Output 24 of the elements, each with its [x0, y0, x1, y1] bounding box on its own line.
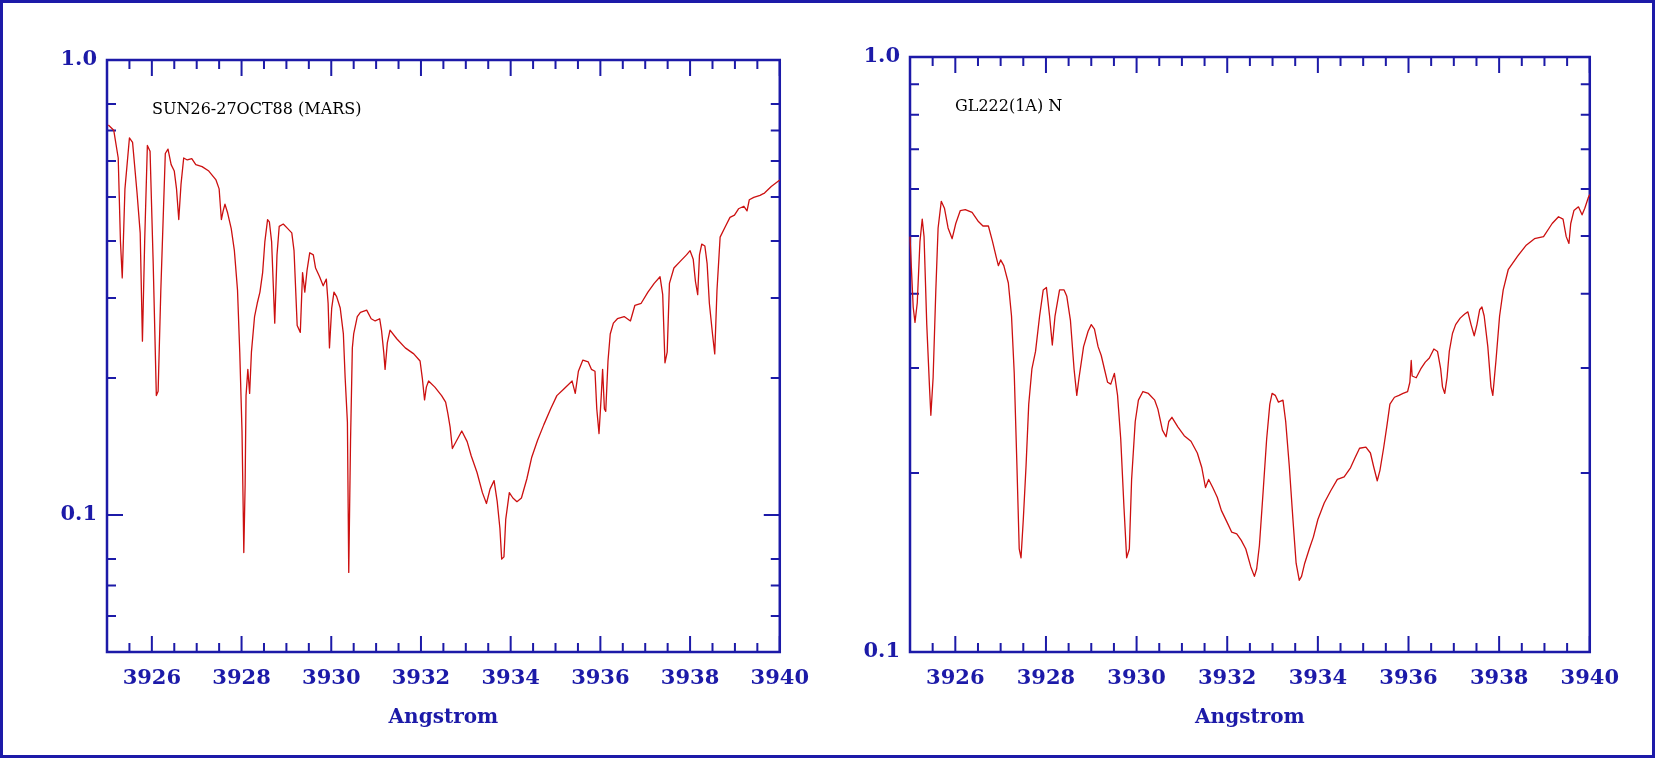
x-axis-title: Angstrom — [387, 704, 499, 729]
x-tick-label: 3930 — [302, 664, 361, 690]
x-tick-label: 3926 — [926, 664, 985, 690]
x-tick-label: 3936 — [571, 664, 630, 690]
x-tick-label: 3932 — [391, 664, 451, 690]
x-tick-label: 3932 — [1198, 664, 1257, 690]
x-axis-title: Angstrom — [1194, 704, 1305, 729]
x-tick-label: 3926 — [122, 664, 182, 690]
x-tick-label: 3940 — [1560, 664, 1619, 690]
y-tick-label: 1.0 — [60, 45, 97, 71]
x-tick-label: 3938 — [1469, 664, 1529, 690]
annotation: GL222(1A) N — [955, 96, 1063, 116]
y-tick-label: 0.1 — [60, 500, 97, 526]
x-tick-label: 3938 — [660, 664, 720, 690]
y-tick-label: 1.0 — [863, 42, 900, 68]
x-tick-label: 3940 — [750, 664, 809, 690]
x-tick-label: 3936 — [1379, 664, 1438, 690]
x-tick-label: 3930 — [1107, 664, 1166, 690]
x-tick-label: 3934 — [1288, 664, 1348, 690]
annotation: SUN26-27OCT88 (MARS) — [152, 99, 362, 119]
y-tick-label: 0.1 — [863, 637, 900, 663]
x-tick-label: 3934 — [481, 664, 540, 690]
x-tick-label: 3928 — [1016, 664, 1076, 690]
x-tick-label: 3928 — [212, 664, 271, 690]
